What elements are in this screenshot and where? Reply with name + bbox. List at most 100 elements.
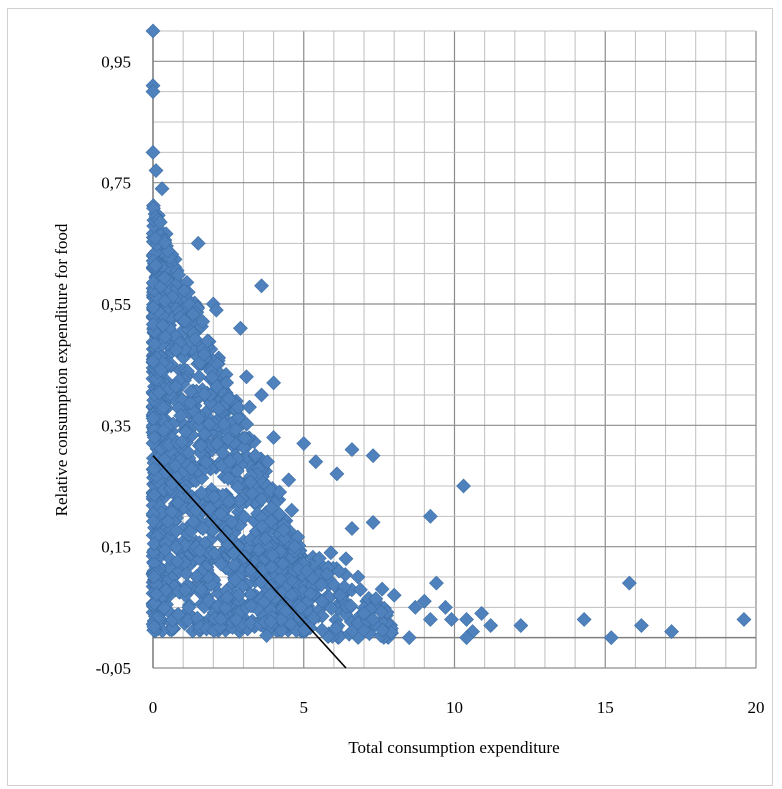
data-point-cloud [168,458,183,474]
data-point-cloud [306,610,322,626]
data-point-cloud [168,342,184,358]
data-point-cloud [228,612,244,628]
data-point-cloud [221,391,237,407]
data-point-cloud [146,619,162,635]
data-point-cloud [156,423,171,439]
data-point-cloud [173,408,189,424]
data-point-cloud [226,557,242,573]
data-point-cloud [186,514,201,530]
data-point [344,442,360,458]
data-point-cloud [146,536,162,552]
data-point [459,630,474,646]
data-point-cloud [243,562,259,578]
data-point-cloud [218,600,233,616]
data-point [248,448,263,464]
data-point-cloud [274,623,289,638]
data-point-cloud [170,495,186,511]
data-point-cloud [319,566,335,582]
data-point-cloud [213,556,229,572]
data-point-cloud [219,590,235,605]
data-point-cloud [231,493,247,509]
data-point-cloud [220,470,236,486]
data-point-cloud [201,593,217,609]
data-point-cloud [196,346,212,362]
data-point-cloud [222,454,238,470]
data-point-cloud [273,571,288,587]
data-point-cloud [311,550,327,566]
data-point [145,23,161,39]
data-point-cloud [204,369,220,385]
data-point-cloud [263,614,279,630]
data-point-cloud [145,513,161,529]
data-point-cloud [168,539,184,555]
data-point [428,575,444,591]
data-point [260,454,275,470]
data-point [444,612,459,627]
y-tick-label: -0,05 [96,659,131,678]
data-point-cloud [331,563,347,579]
data-point [148,163,164,178]
data-point [386,587,402,603]
data-point-cloud [174,434,190,450]
data-point-cloud [263,483,279,498]
data-point [266,430,282,445]
data-point-cloud [195,314,211,329]
data-point-cloud [206,489,222,505]
data-point-cloud [259,628,275,643]
data-point-cloud [257,531,273,547]
data-point-cloud [177,582,193,598]
data-point-cloud [243,598,259,614]
data-point-cloud [219,375,235,391]
data-point-cloud [170,606,186,622]
data-point-cloud [157,235,173,250]
data-point-cloud [314,622,330,638]
data-point [332,587,348,603]
data-point-cloud [352,582,368,598]
data-point-cloud [145,353,161,369]
data-point [407,599,423,615]
data-point-cloud [284,587,300,603]
data-point-cloud [202,500,218,516]
data-point [664,624,680,640]
data-point [401,630,417,646]
data-point-cloud [265,547,281,563]
data-point-cloud [147,336,163,352]
data-point-cloud [146,461,162,477]
data-point [365,448,381,464]
data-point-cloud [197,426,212,442]
data-point [438,599,453,615]
data-point [350,569,366,585]
y-tick-label: 0,15 [101,538,131,557]
data-point-cloud [157,542,173,558]
data-point [356,605,372,621]
data-point [621,575,637,591]
data-point-cloud [156,400,171,416]
data-point-cloud [263,587,279,603]
data-point [254,278,269,294]
data-point-cloud [326,577,342,593]
data-point [365,612,381,627]
y-tick-label: 0,95 [101,52,131,71]
data-point-cloud [146,429,162,445]
data-point-cloud [157,293,173,309]
data-point-cloud [209,436,225,452]
data-point-cloud [343,598,359,614]
data-point-cloud [197,386,213,402]
data-point-cloud [145,316,161,332]
data-point [634,618,649,633]
y-tick-label: 0,75 [101,174,131,193]
data-point [239,369,254,385]
data-point [308,454,324,470]
data-point-cloud [228,422,244,438]
data-point-cloud [221,494,237,510]
data-point-cloud [191,369,207,385]
data-point [459,612,474,627]
data-point [513,618,529,633]
x-tick-label: 0 [149,698,158,717]
tick-labels: 0 5 10 15 20 -0,05 0,15 0,35 0,55 0,75 0,95 [96,52,765,717]
x-tick-label: 20 [748,698,765,717]
data-point [293,599,309,615]
data-point [422,508,438,524]
data-point-cloud [216,528,232,544]
data-point-cloud [145,410,161,426]
